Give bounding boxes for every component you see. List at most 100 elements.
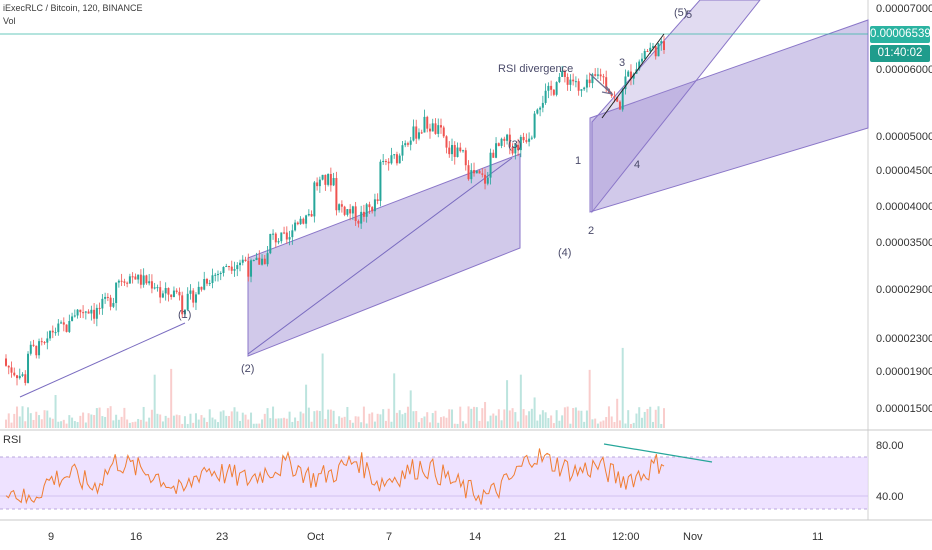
volume-bar [547, 418, 550, 428]
volume-bar [21, 406, 24, 428]
volume-bar [5, 419, 7, 428]
volume-bar [616, 398, 619, 428]
price-channel [247, 153, 521, 357]
candle-body [362, 211, 365, 217]
volume-bar [181, 423, 184, 428]
volume-bar [159, 414, 162, 428]
candle-body [528, 138, 531, 142]
candle-body [481, 173, 484, 175]
candle-body [382, 160, 385, 162]
volume-bar [574, 407, 577, 428]
volume-bar [340, 417, 343, 428]
candle-body [574, 81, 577, 83]
volume-bar [406, 406, 409, 428]
volume-bar [329, 409, 332, 428]
volume-bar [27, 407, 30, 428]
candle-body [216, 274, 219, 276]
candle-body [338, 204, 341, 211]
candle-body [533, 113, 536, 138]
volume-bar [106, 408, 109, 428]
wave-label-2: (2) [241, 363, 254, 375]
wave-label-4: (4) [558, 247, 571, 259]
candle-body [343, 206, 346, 215]
rsi-tick-80: 80.00 [876, 440, 904, 452]
volume-bar [506, 380, 509, 428]
volume-bar [635, 413, 638, 428]
volume-bar [638, 407, 641, 428]
volume-bar [327, 409, 330, 428]
volume-bar [588, 369, 591, 428]
candle-body [594, 74, 597, 76]
volume-bar [585, 410, 588, 428]
candle-body [536, 109, 539, 114]
candle-body [150, 281, 153, 289]
volume-bar [561, 415, 564, 428]
volume-bar [398, 410, 401, 428]
volume-bar [38, 415, 41, 428]
candle-body [318, 179, 321, 187]
candle-body [327, 173, 330, 185]
time-tick-9: 9 [48, 531, 54, 543]
volume-bar [489, 415, 492, 428]
volume-bar [307, 407, 310, 428]
candle-body [65, 324, 68, 332]
candle-body [200, 286, 203, 290]
candle-body [230, 266, 233, 271]
volume-bar [178, 415, 181, 428]
volume-bar [274, 418, 277, 428]
volume-bar [415, 410, 418, 428]
candle-body [346, 209, 349, 215]
volume-bar [115, 414, 118, 428]
volume-bar [445, 417, 448, 428]
candle-body [453, 145, 456, 157]
candle-body [406, 143, 409, 145]
candle-body [360, 211, 363, 224]
volume-bar [583, 421, 586, 428]
volume-bar [412, 411, 415, 428]
volume-bar [134, 421, 137, 428]
volume-bar [261, 419, 264, 428]
bar-countdown: 01:40:02 [870, 45, 930, 62]
volume-bar [57, 421, 60, 428]
candle-body [379, 161, 382, 201]
candle-body [475, 170, 478, 174]
candle-body [239, 262, 242, 266]
volume-bar [379, 414, 382, 428]
volume-bar [629, 423, 632, 428]
volume-bar [79, 415, 82, 428]
candle-body [489, 152, 492, 178]
candle-body [572, 79, 575, 82]
candle-body [451, 145, 454, 155]
time-tick-23: 23 [216, 531, 228, 543]
volume-bar [384, 420, 387, 428]
candle-body [588, 79, 591, 84]
candle-body [305, 215, 308, 224]
candle-body [269, 233, 272, 254]
candle-body [599, 74, 602, 77]
candle-body [624, 76, 627, 90]
candle-body [79, 309, 82, 313]
volume-bar [269, 418, 272, 428]
volume-bar [142, 406, 145, 428]
candle-body [170, 294, 173, 297]
volume-bar [65, 423, 68, 428]
candle-body [544, 90, 547, 103]
volume-bar [602, 420, 605, 428]
volume-bar [266, 408, 269, 428]
rsi-label: RSI [3, 434, 21, 446]
volume-bar [596, 423, 599, 428]
candle-body [335, 178, 338, 211]
volume-bar [624, 423, 627, 428]
volume-bar [161, 421, 164, 428]
candle-body [561, 70, 564, 77]
volume-bar [112, 420, 115, 428]
volume-bar [522, 409, 525, 428]
candle-body [640, 58, 643, 62]
candle-body [27, 353, 30, 383]
candle-body [115, 282, 118, 304]
candle-body [395, 154, 398, 164]
candle-body [13, 372, 16, 376]
candle-body [566, 76, 569, 85]
candle-body [263, 258, 266, 265]
